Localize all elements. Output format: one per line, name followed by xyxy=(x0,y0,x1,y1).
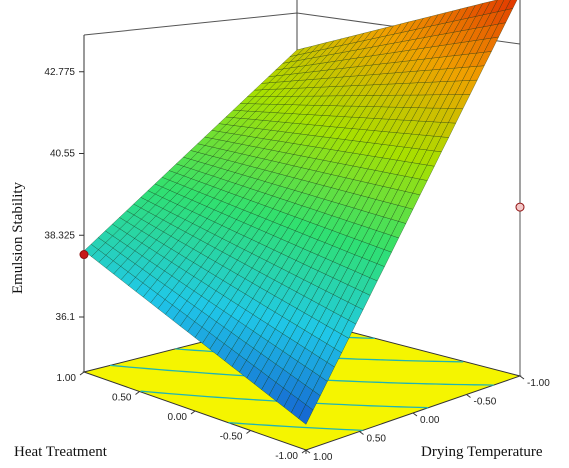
y-tick-label: -1.00 xyxy=(527,378,550,389)
y-tick-label: 0.00 xyxy=(420,415,440,426)
y-tick-label: 0.50 xyxy=(367,434,387,445)
design-points xyxy=(79,0,525,260)
z-tick-label: 42.775 xyxy=(44,67,75,78)
x-tick xyxy=(135,391,140,395)
y-tick-label: 1.00 xyxy=(313,452,333,463)
x-axis-title: Heat Treatment xyxy=(14,444,108,460)
response-surface xyxy=(83,0,518,425)
floor-contour-line xyxy=(228,421,363,432)
design-point-marker xyxy=(515,202,525,212)
x-tick-label: 0.00 xyxy=(168,412,188,423)
x-tick-label: -0.50 xyxy=(220,432,243,443)
z-tick-label: 40.55 xyxy=(50,149,75,160)
x-tick xyxy=(301,449,307,454)
y-tick xyxy=(466,394,471,398)
y-tick xyxy=(519,375,525,380)
x-tick-label: -1.00 xyxy=(275,451,298,462)
design-point-marker xyxy=(79,250,89,260)
x-tick xyxy=(246,430,251,434)
x-tick-label: 1.00 xyxy=(57,373,77,384)
y-tick xyxy=(359,431,364,435)
surface-facet xyxy=(505,0,518,11)
y-tick xyxy=(305,449,311,454)
x-tick-label: 0.50 xyxy=(112,393,132,404)
z-axis-title: Emulsion Stability xyxy=(10,181,26,294)
y-tick-label: -0.50 xyxy=(474,397,497,408)
z-tick-label: 36.1 xyxy=(56,312,76,323)
y-tick xyxy=(412,412,418,417)
z-tick-label: 38.325 xyxy=(44,230,75,241)
x-tick xyxy=(190,410,196,415)
floor-tick-labels: 1.00 0.50 0.00 -0.50 -1.00 1.00 0.50 0.00 -0.50 -… xyxy=(57,371,550,463)
y-axis-title: Drying Temperature xyxy=(421,444,543,460)
x-tick xyxy=(79,371,85,376)
